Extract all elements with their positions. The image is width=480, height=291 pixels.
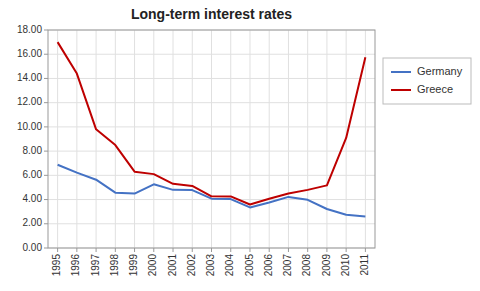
x-tick bbox=[57, 248, 58, 252]
y-tick bbox=[44, 102, 48, 103]
y-tick bbox=[44, 54, 48, 55]
x-grid-line bbox=[115, 30, 116, 248]
x-grid-line bbox=[269, 30, 270, 248]
x-tick-label: 2005 bbox=[244, 254, 255, 277]
y-tick-label: 4.00 bbox=[23, 193, 43, 204]
y-tick bbox=[44, 78, 48, 79]
x-tick-label: 1995 bbox=[51, 254, 62, 277]
x-tick bbox=[365, 248, 366, 252]
x-tick-label: 2000 bbox=[147, 254, 158, 277]
x-grid-line bbox=[249, 30, 250, 248]
x-grid-line bbox=[57, 30, 58, 248]
x-tick-label: 2008 bbox=[301, 254, 312, 277]
y-tick-label: 18.00 bbox=[17, 24, 42, 35]
x-tick bbox=[230, 248, 231, 252]
series-line bbox=[58, 165, 366, 217]
y-tick-label: 2.00 bbox=[23, 217, 43, 228]
x-tick-label: 2009 bbox=[321, 254, 332, 277]
x-grid-line bbox=[96, 30, 97, 248]
x-grid-line bbox=[230, 30, 231, 248]
y-tick bbox=[44, 248, 48, 249]
x-axis: 1995 1996 1997 1998 1999 2000 2001 2002 2003 2004… bbox=[51, 248, 370, 276]
x-grid-line bbox=[153, 30, 154, 248]
x-grid-line bbox=[307, 30, 308, 248]
x-tick-label: 1996 bbox=[70, 254, 81, 277]
y-tick bbox=[44, 199, 48, 200]
y-tick-label: 8.00 bbox=[23, 145, 43, 156]
y-tick-label: 0.00 bbox=[23, 242, 43, 253]
x-tick bbox=[134, 248, 135, 252]
x-tick bbox=[288, 248, 289, 252]
y-tick-label: 6.00 bbox=[23, 169, 43, 180]
x-tick-label: 2004 bbox=[224, 254, 235, 277]
x-tick bbox=[173, 248, 174, 252]
x-tick bbox=[307, 248, 308, 252]
x-grid-line bbox=[288, 30, 289, 248]
x-tick bbox=[96, 248, 97, 252]
x-tick bbox=[76, 248, 77, 252]
x-tick bbox=[269, 248, 270, 252]
x-tick bbox=[115, 248, 116, 252]
x-grid-line bbox=[192, 30, 193, 248]
y-tick-label: 10.00 bbox=[17, 121, 42, 132]
y-tick bbox=[44, 151, 48, 152]
x-tick-label: 1997 bbox=[90, 254, 101, 277]
legend-swatch bbox=[391, 89, 411, 91]
legend-label: Germany bbox=[417, 65, 463, 77]
x-tick-label: 2001 bbox=[167, 254, 178, 277]
x-grid-line bbox=[173, 30, 174, 248]
series-group bbox=[58, 42, 366, 216]
x-tick bbox=[346, 248, 347, 252]
x-tick-label: 2003 bbox=[205, 254, 216, 277]
x-grid-line bbox=[134, 30, 135, 248]
x-tick bbox=[249, 248, 250, 252]
y-tick-label: 14.00 bbox=[17, 72, 42, 83]
x-grid-line bbox=[76, 30, 77, 248]
x-grid-line bbox=[211, 30, 212, 248]
series-line bbox=[58, 42, 366, 204]
title: Long-term interest rates bbox=[131, 6, 292, 22]
x-tick-label: 2007 bbox=[282, 254, 293, 277]
x-tick bbox=[211, 248, 212, 252]
y-tick-label: 16.00 bbox=[17, 48, 42, 59]
x-grid-line bbox=[326, 30, 327, 248]
plot-frame bbox=[48, 30, 375, 248]
y-tick-label: 12.00 bbox=[17, 96, 42, 107]
y-tick bbox=[44, 126, 48, 127]
x-tick bbox=[153, 248, 154, 252]
x-tick-label: 2010 bbox=[340, 254, 351, 277]
x-tick bbox=[192, 248, 193, 252]
x-tick-label: 1999 bbox=[128, 254, 139, 277]
x-tick-label: 2011 bbox=[359, 254, 370, 276]
x-tick-label: 1998 bbox=[109, 254, 120, 277]
y-tick bbox=[44, 223, 48, 224]
legend-box bbox=[383, 58, 471, 104]
chart: 0.00 2.00 4.00 6.00 8.00 10.00 12.00 14.00 16.00… bbox=[0, 0, 480, 291]
legend-label: Greece bbox=[417, 83, 453, 95]
legend: Germany Greece bbox=[383, 58, 471, 104]
grid bbox=[48, 30, 375, 248]
background bbox=[0, 0, 480, 291]
x-tick bbox=[326, 248, 327, 252]
x-tick-label: 2006 bbox=[263, 254, 274, 277]
legend-swatch bbox=[391, 71, 411, 73]
y-axis: 0.00 2.00 4.00 6.00 8.00 10.00 12.00 14.00 16.00… bbox=[17, 24, 48, 253]
x-tick-label: 2002 bbox=[186, 254, 197, 277]
y-tick bbox=[44, 30, 48, 31]
y-tick bbox=[44, 175, 48, 176]
